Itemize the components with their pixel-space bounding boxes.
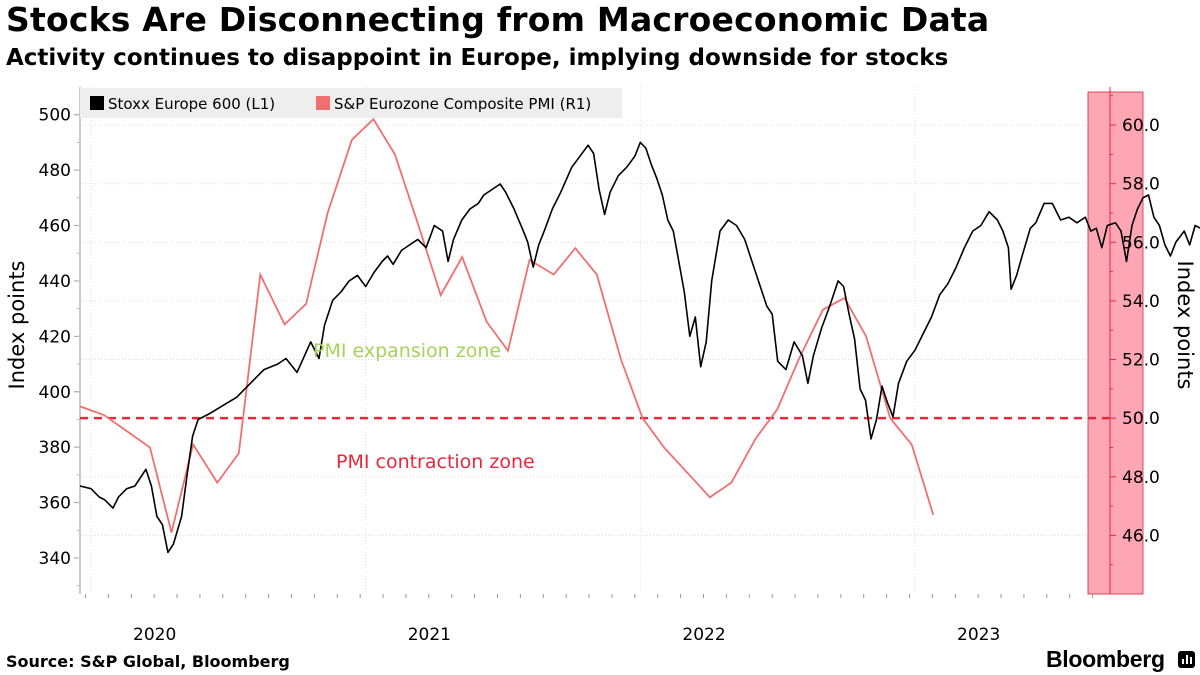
- left-tick-label: 440: [39, 272, 71, 292]
- legend-background: [80, 88, 622, 118]
- axes: [79, 87, 1111, 594]
- chart-subtitle: Activity continues to disappoint in Euro…: [6, 45, 949, 71]
- left-tick-label: 400: [39, 383, 71, 403]
- right-tick-label: 54.0: [1122, 292, 1160, 312]
- right-tick-label: 50.0: [1122, 409, 1160, 429]
- right-tick-label: 58.0: [1122, 175, 1160, 195]
- left-tick-label: 460: [39, 217, 71, 237]
- source-note: Source: S&P Global, Bloomberg: [6, 652, 290, 671]
- legend-label-stoxx: Stoxx Europe 600 (L1): [108, 95, 275, 113]
- series-line-stoxx: [79, 141, 1200, 554]
- legend-swatch-stoxx: [90, 96, 104, 110]
- legend: Stoxx Europe 600 (L1) S&P Eurozone Compo…: [80, 88, 622, 118]
- left-tick-label: 500: [39, 106, 71, 126]
- chart-title: Stocks Are Disconnecting from Macroecono…: [6, 0, 990, 39]
- right-tick-label: 60.0: [1122, 116, 1160, 136]
- right-axis-title: Index points: [1173, 261, 1197, 390]
- bloomberg-bars-icon: [1178, 651, 1195, 668]
- left-tick-label: 420: [39, 327, 71, 347]
- x-tick-label: 2020: [133, 625, 176, 645]
- x-tick-label: 2021: [408, 625, 451, 645]
- x-axis-ticks: 2020 2021 2022 2023: [84, 594, 1094, 645]
- expansion-zone-label: PMI expansion zone: [313, 340, 501, 362]
- x-tick-label: 2022: [682, 625, 725, 645]
- left-axis-ticks: 340 360 380 400 420 440 460 480 500: [39, 106, 80, 587]
- series-line-pmi: [79, 117, 935, 533]
- x-tick-label: 2023: [957, 625, 1000, 645]
- brand-logo: Bloomberg: [1046, 646, 1165, 672]
- left-tick-label: 360: [39, 494, 71, 514]
- right-tick-label: 48.0: [1122, 468, 1160, 488]
- left-tick-label: 340: [39, 549, 71, 569]
- grid-lines: [80, 87, 1110, 594]
- legend-swatch-pmi: [316, 96, 330, 110]
- left-tick-label: 480: [39, 161, 71, 181]
- contraction-zone-label: PMI contraction zone: [336, 451, 535, 473]
- legend-label-pmi: S&P Eurozone Composite PMI (R1): [334, 95, 591, 113]
- left-tick-label: 380: [39, 438, 71, 458]
- right-axis-ticks: 46.0 48.0 50.0 52.0 54.0 56.0 58.0 60.0: [1110, 95, 1160, 566]
- right-tick-label: 46.0: [1122, 526, 1160, 546]
- shaded-region: [1087, 91, 1144, 595]
- left-axis-title: Index points: [5, 261, 29, 390]
- right-tick-label: 52.0: [1122, 351, 1160, 371]
- right-tick-label: 56.0: [1122, 233, 1160, 253]
